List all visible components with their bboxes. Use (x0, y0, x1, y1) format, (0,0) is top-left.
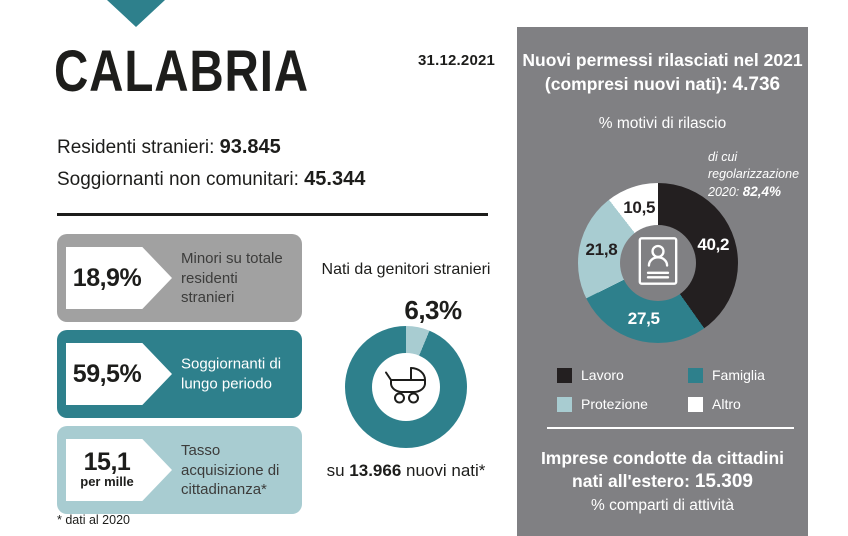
note-line1: di cui (708, 150, 738, 164)
stat-box-citizenship: 15,1 per mille Tasso acquisizione di cit… (57, 426, 302, 514)
key-figure-non-eu: Soggiornanti non comunitari: 45.344 (57, 168, 365, 191)
divider-line (57, 213, 488, 216)
key-figure-value: 45.344 (304, 168, 366, 190)
permits-title-line1: Nuovi permessi rilasciati nel 2021 (522, 50, 803, 70)
reference-date: 31.12.2021 (418, 52, 496, 69)
businesses-title: Imprese condotte da cittadini nati all'e… (517, 447, 808, 494)
legend-label: Protezione (581, 396, 648, 412)
births-chart-title: Nati da genitori stranieri (321, 261, 491, 278)
legend-swatch-icon (557, 396, 572, 412)
permits-subtitle: % motivi di rilascio (598, 115, 727, 132)
key-figure-label: Soggiornanti non comunitari: (57, 169, 305, 190)
stat-value: 15,1 (83, 448, 131, 477)
stat-unit: per mille (80, 474, 134, 490)
legend-swatch-icon (688, 367, 703, 383)
businesses-subtitle: % comparti di attività (591, 497, 734, 514)
legend-swatch-icon (688, 396, 703, 412)
stat-value: 18,9% (72, 263, 142, 292)
births-caption-prefix: su (326, 461, 350, 480)
stat-value: 59,5% (72, 359, 142, 388)
legend-label: Altro (712, 396, 741, 412)
stat-arrow-tag: 18,9% (66, 247, 172, 309)
slice-value-label: 27,5 (627, 309, 660, 329)
permits-donut-chart (578, 183, 738, 343)
permits-legend: Lavoro Famiglia Protezione Altro (557, 367, 799, 412)
permits-donut-hole (620, 225, 696, 301)
page-title: CALABRIA (54, 39, 309, 104)
note-value: 82,4% (742, 183, 782, 199)
legend-item-lavoro: Lavoro (557, 367, 688, 383)
permits-panel: Nuovi permessi rilasciati nel 2021 (comp… (517, 27, 808, 536)
permits-panel-title: Nuovi permessi rilasciati nel 2021 (comp… (517, 49, 808, 97)
legend-item-protezione: Protezione (557, 396, 688, 412)
teal-diamond-pointer-icon (107, 0, 165, 27)
permits-title-line2: (compresi nuovi nati): (544, 74, 733, 95)
footnote: * dati al 2020 (57, 513, 130, 527)
births-donut-chart (345, 326, 467, 448)
births-caption-value: 13.966 (349, 461, 402, 480)
legend-swatch-icon (557, 367, 572, 383)
key-figure-label: Residenti stranieri: (57, 137, 220, 158)
permits-donut-area: 40,2 27,5 21,8 10,5 (578, 183, 738, 343)
stat-box-long-term: 59,5% Soggiornanti di lungo periodo (57, 330, 302, 418)
stat-arrow-tag: 15,1 per mille (66, 439, 172, 501)
key-figure-residents: Residenti stranieri: 93.845 (57, 136, 281, 159)
key-figure-value: 93.845 (219, 136, 281, 158)
legend-label: Famiglia (712, 367, 765, 383)
stat-label: Soggiornanti di lungo periodo (181, 355, 282, 393)
slice-value-label: 21,8 (585, 239, 618, 259)
slice-value-label: 10,5 (623, 198, 656, 218)
births-caption: su 13.966 nuovi nati* (312, 461, 500, 481)
births-donut-hole (372, 353, 440, 421)
businesses-line2: nati all'estero: (572, 470, 695, 491)
stat-label: Tasso acquisizione di cittadinanza* (181, 441, 280, 498)
regularisation-note: di cui regolarizzazione 2020: 82,4% (708, 149, 808, 201)
note-line2: regolarizzazione (708, 166, 800, 181)
permits-title-value: 4.736 (732, 74, 781, 96)
stat-label: Minori su totale residenti stranieri (181, 249, 283, 306)
legend-label: Lavoro (581, 367, 624, 383)
legend-item-famiglia: Famiglia (688, 367, 799, 383)
businesses-value: 15.309 (694, 470, 753, 492)
stat-box-minors: 18,9% Minori su totale residenti stranie… (57, 234, 302, 322)
legend-item-altro: Altro (688, 396, 799, 412)
businesses-line1: Imprese condotte da cittadini (540, 448, 785, 468)
residence-permit-icon (638, 236, 678, 291)
births-caption-suffix: nuovi nati* (401, 461, 486, 480)
slice-value-label: 40,2 (697, 235, 730, 255)
baby-stroller-icon (383, 362, 429, 413)
note-line3: 2020: (708, 184, 743, 199)
stat-arrow-tag: 59,5% (66, 343, 172, 405)
births-percentage: 6,3% (404, 295, 462, 325)
panel-divider-line (547, 427, 794, 429)
